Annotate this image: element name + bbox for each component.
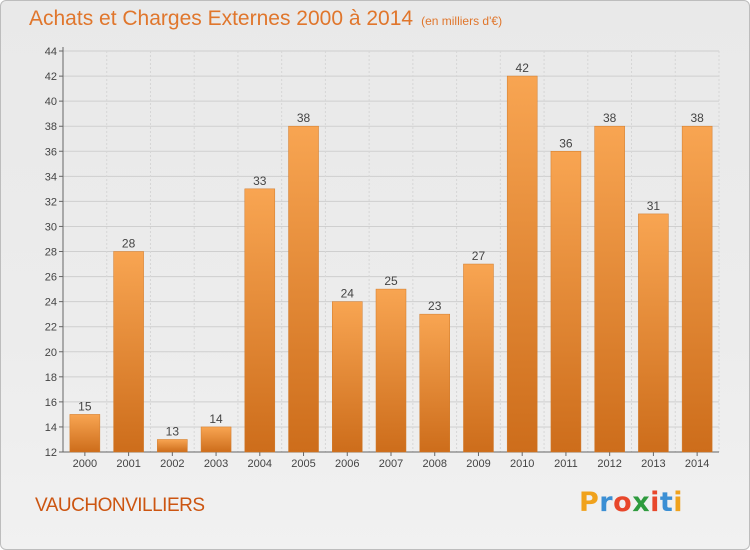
x-tick-label: 2004 (248, 458, 272, 470)
y-tick-label: 14 (45, 422, 57, 434)
data-label: 42 (516, 61, 530, 75)
x-tick-label: 2009 (466, 458, 490, 470)
bar (594, 125, 625, 453)
bar (419, 313, 450, 453)
data-label: 28 (122, 237, 136, 251)
y-tick-label: 18 (45, 372, 57, 384)
bar (157, 439, 188, 453)
chart-subtitle: (en milliers d'€) (421, 14, 503, 28)
brand-letter: i (673, 487, 684, 518)
bars (69, 75, 713, 453)
y-tick-label: 44 (45, 46, 57, 58)
bar (638, 213, 669, 453)
bar (288, 125, 319, 453)
brand-letter: o (613, 487, 633, 518)
x-tick-label: 2010 (510, 458, 534, 470)
x-tick-label: 2013 (641, 458, 665, 470)
data-label: 38 (603, 111, 617, 125)
data-label: 38 (297, 111, 311, 125)
x-tick-label: 2006 (335, 458, 359, 470)
bar (244, 188, 276, 453)
data-label: 15 (78, 399, 92, 413)
brand-letter: i (650, 487, 660, 518)
y-tick-label: 16 (45, 397, 57, 409)
brand-logo: Proxiti (579, 487, 683, 518)
bar (463, 263, 494, 453)
chart-title: Achats et Charges Externes 2000 à 2014 (e… (29, 7, 502, 31)
y-tick-label: 36 (45, 146, 57, 158)
y-tick-label: 26 (45, 272, 57, 284)
data-label: 14 (209, 412, 223, 426)
data-label: 33 (253, 174, 267, 188)
brand-letter: P (579, 487, 600, 518)
y-tick-label: 24 (45, 297, 57, 309)
data-label: 25 (384, 274, 398, 288)
commune-name: VAUCHONVILLIERS (35, 495, 205, 516)
x-tick-label: 2012 (597, 458, 621, 470)
data-label: 23 (428, 299, 442, 313)
brand-letter: x (632, 487, 651, 518)
bar (332, 301, 363, 453)
y-tick-label: 34 (45, 171, 57, 183)
brand-letter: r (599, 487, 614, 518)
bar (506, 75, 538, 453)
y-tick-label: 42 (45, 71, 57, 83)
x-tick-label: 2007 (379, 458, 403, 470)
x-tick-label: 2003 (204, 458, 228, 470)
y-tick-label: 20 (45, 347, 57, 359)
y-tick-label: 40 (45, 96, 57, 108)
y-tick-label: 32 (45, 196, 57, 208)
data-label: 13 (166, 424, 180, 438)
bar (375, 288, 407, 453)
x-tick-label: 2008 (422, 458, 446, 470)
y-tick-label: 22 (45, 322, 57, 334)
bar (113, 251, 144, 453)
data-label: 36 (559, 136, 573, 150)
bar (681, 125, 713, 453)
y-tick-label: 30 (45, 221, 57, 233)
x-tick-label: 2000 (73, 458, 97, 470)
x-tick-label: 2002 (160, 458, 184, 470)
brand-letter: t (659, 487, 674, 518)
y-tick-label: 28 (45, 247, 57, 259)
x-tick-label: 2001 (116, 458, 140, 470)
y-tick-label: 12 (45, 447, 57, 459)
data-label: 27 (472, 249, 486, 263)
chart-title-text: Achats et Charges Externes 2000 à 2014 (29, 7, 414, 30)
x-tick-label: 2014 (685, 458, 709, 470)
y-tick-label: 38 (45, 121, 57, 133)
x-tick-label: 2011 (554, 458, 578, 470)
bar (200, 426, 232, 453)
bar (550, 151, 582, 453)
value-labels: 15 28 13 14 33 38 24 25 23 27 42 36 38 31 38 (78, 61, 704, 438)
data-label: 31 (647, 199, 661, 213)
data-label: 24 (341, 287, 355, 301)
bar (69, 414, 101, 453)
x-tick-label: 2005 (291, 458, 315, 470)
data-label: 38 (690, 111, 704, 125)
